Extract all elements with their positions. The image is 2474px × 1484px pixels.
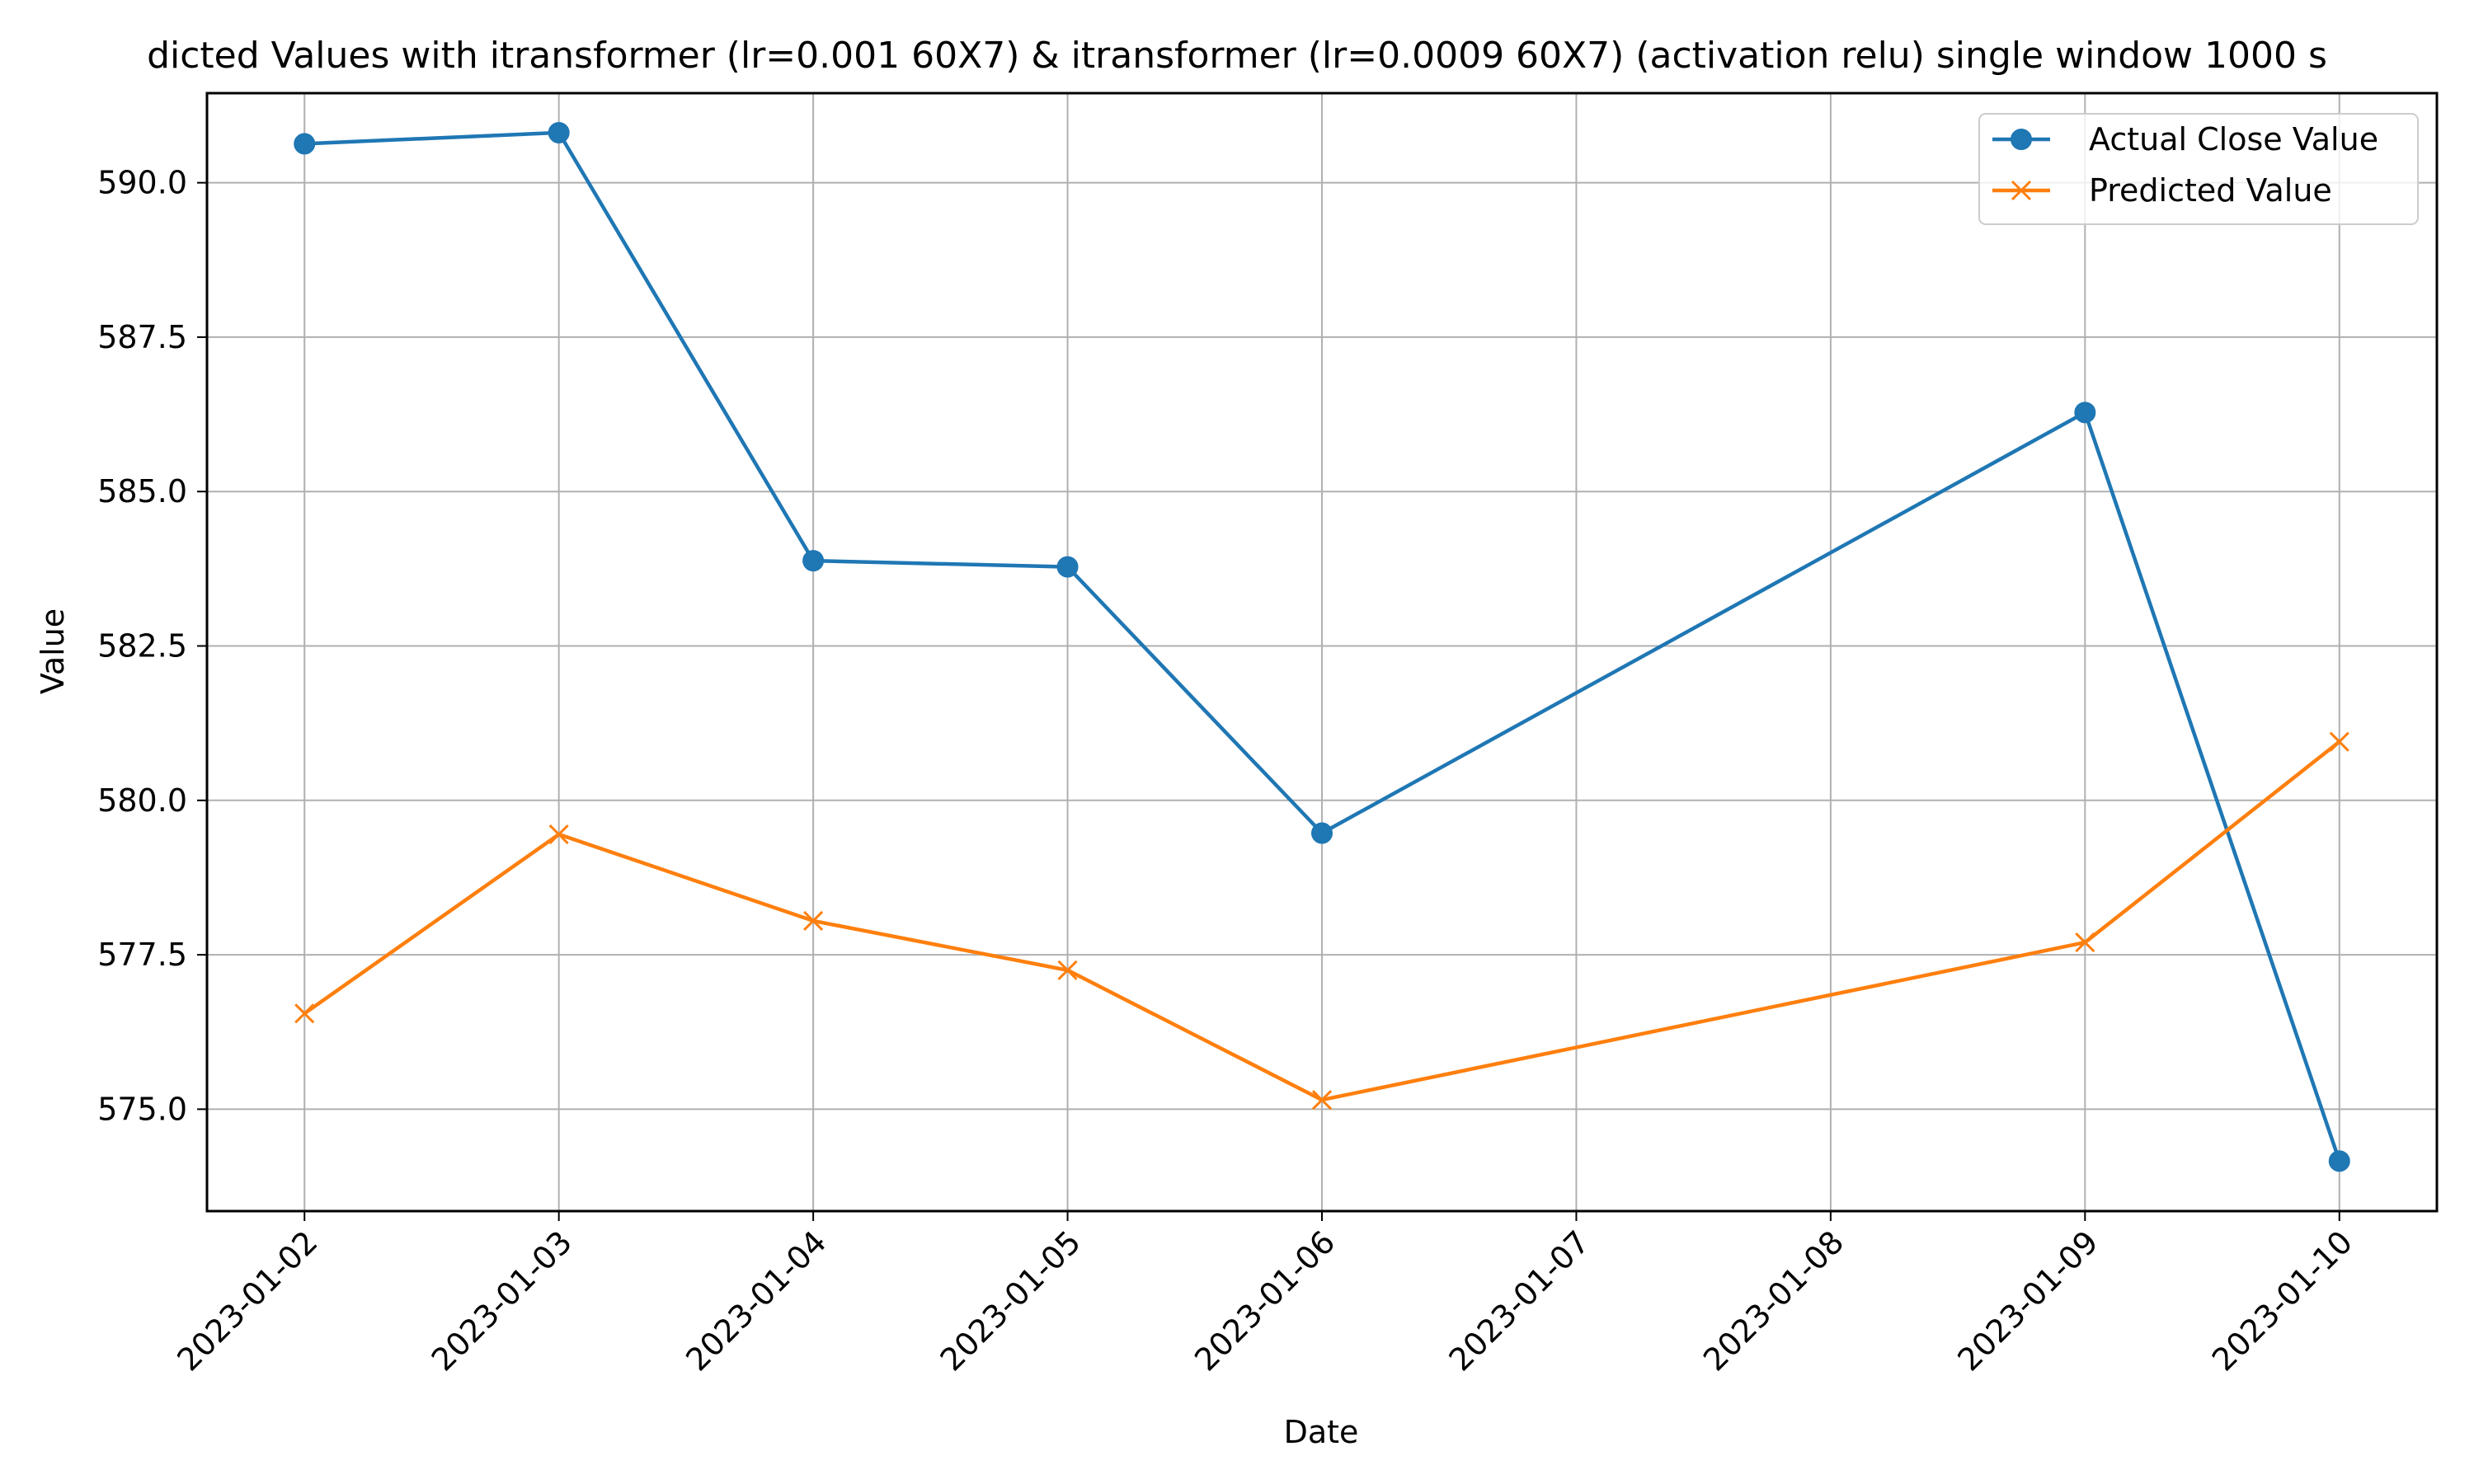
y-tick-label: 577.5 <box>97 937 187 973</box>
chart-title: dicted Values with itransformer (lr=0.00… <box>147 35 2327 77</box>
data-point <box>2329 731 2349 752</box>
data-point <box>548 824 569 845</box>
legend-box <box>1978 113 2419 225</box>
legend-label: Actual Close Value <box>2089 121 2378 157</box>
y-tick-label: 575.0 <box>97 1091 187 1127</box>
series-predicted-value <box>294 731 2349 1111</box>
data-point <box>1057 960 1078 980</box>
legend-marker <box>2011 129 2032 150</box>
data-point <box>1056 556 1079 578</box>
y-tick-label: 580.0 <box>97 782 187 819</box>
legend: Actual Close Value Predicted Value <box>1978 113 2419 225</box>
data-point <box>294 1003 315 1024</box>
data-point <box>1311 822 1333 844</box>
data-point <box>2074 402 2096 424</box>
data-point <box>803 910 824 931</box>
data-point <box>1311 1090 1333 1111</box>
legend-entries: Actual Close Value Predicted Value <box>1992 121 2378 209</box>
grid <box>207 93 2437 1211</box>
y-tick-label: 587.5 <box>97 319 187 355</box>
legend-marker <box>2011 180 2032 201</box>
data-point <box>2328 1150 2350 1172</box>
y-tick-label: 590.0 <box>97 165 187 201</box>
legend-label: Predicted Value <box>2089 172 2332 209</box>
data-point <box>294 133 316 155</box>
y-tick-label: 585.0 <box>97 473 187 510</box>
data-point <box>548 121 570 143</box>
y-tick-label: 582.5 <box>97 628 187 665</box>
plot-area-frame <box>205 92 2439 1213</box>
data-point <box>802 550 825 572</box>
data-point <box>2075 932 2095 953</box>
legend-entry: Actual Close Value <box>1992 121 2378 157</box>
y-axis-label: Value <box>35 608 71 694</box>
series-actual-close-value <box>294 121 2350 1172</box>
series-group <box>294 121 2350 1172</box>
legend-entry: Predicted Value <box>1992 172 2332 209</box>
x-axis-label: Date <box>1284 1414 1359 1450</box>
